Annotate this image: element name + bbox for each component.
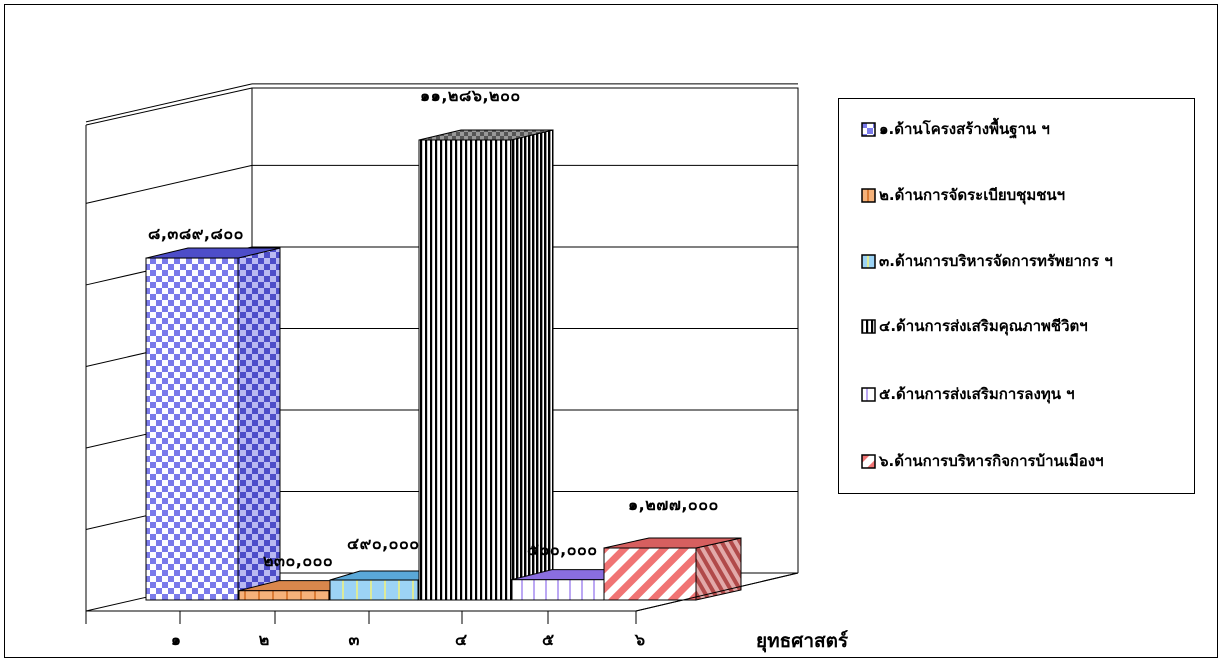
bar-top [145, 247, 281, 259]
bar-front [145, 257, 239, 601]
category-tick-label: ๖ [634, 630, 646, 649]
legend-swatch [861, 318, 876, 334]
bar-side [237, 247, 281, 601]
category-tick-label: ๒ [258, 630, 270, 649]
legend-label: ๕.ด้านการส่งเสริมการลงทุน ฯ [879, 385, 1075, 403]
legend-swatch [861, 253, 876, 269]
value-label: ๒๓๐,๐๐๐ [263, 551, 334, 570]
bar-side [695, 537, 742, 601]
x-axis [85, 572, 799, 624]
value-label: ๔๙๐,๐๐๐ [347, 534, 420, 553]
legend-item: ๑.ด้านโครงสร้างพื้นฐาน ฯ [861, 118, 1050, 140]
legend-swatch [861, 386, 876, 402]
bar [603, 537, 742, 601]
bar-side [510, 129, 554, 601]
legend-swatch [861, 121, 876, 137]
bar-front [329, 579, 419, 601]
side-wall-top [85, 87, 253, 126]
bar-top [603, 537, 742, 549]
category-tick-label: ๕ [541, 630, 555, 649]
value-label: ๕๐๐,๐๐๐ [527, 540, 598, 559]
gridline-side [85, 164, 253, 204]
legend-item: ๒.ด้านการจัดระเบียบชุมชนฯ [861, 184, 1065, 206]
value-label: ๘,๓๘๙,๘๐๐ [148, 224, 244, 243]
category-tick-label: ๑ [170, 630, 182, 649]
legend-label: ๖.ด้านการบริหารกิจการบ้านเมืองฯ [879, 452, 1104, 470]
legend-item: ๓.ด้านการบริหารจัดการทรัพยากร ฯ [861, 250, 1113, 272]
bar [418, 129, 554, 601]
legend-item: ๕.ด้านการส่งเสริมการลงทุน ฯ [861, 383, 1075, 405]
value-label: ๑๑,๒๘๖,๒๐๐ [420, 86, 521, 105]
legend-label: ๓.ด้านการบริหารจัดการทรัพยากร ฯ [879, 252, 1113, 270]
category-tick-label: ๔ [454, 630, 468, 649]
floor-right-edge [635, 572, 799, 612]
legend-swatch [861, 453, 876, 469]
legend-swatch [861, 187, 876, 203]
legend-item: ๖.ด้านการบริหารกิจการบ้านเมืองฯ [861, 450, 1104, 472]
legend-label: ๒.ด้านการจัดระเบียบชุมชนฯ [879, 186, 1066, 204]
legend-label: ๔.ด้านการส่งเสริมคุณภาพชีวิตฯ [879, 317, 1088, 335]
chart-frame [4, 4, 1218, 658]
bar-front [418, 139, 512, 601]
category-tick-label: ๓ [348, 630, 360, 649]
bar-front [238, 590, 330, 601]
bars [145, 129, 742, 601]
bar-front [511, 579, 605, 601]
bar [145, 247, 281, 601]
gridline-side [85, 83, 253, 123]
bar-front [603, 547, 697, 601]
legend-item: ๔.ด้านการส่งเสริมคุณภาพชีวิตฯ [861, 315, 1088, 337]
x-axis-label: ยุทธศาสตร์ [756, 630, 849, 652]
legend-label: ๑.ด้านโครงสร้างพื้นฐาน ฯ [879, 120, 1050, 138]
bar-top [418, 129, 554, 141]
value-label: ๑,๒๗๗,๐๐๐ [628, 495, 719, 514]
legend: ๑.ด้านโครงสร้างพื้นฐาน ฯ ๒.ด้านการจัดระเ… [838, 98, 1195, 494]
